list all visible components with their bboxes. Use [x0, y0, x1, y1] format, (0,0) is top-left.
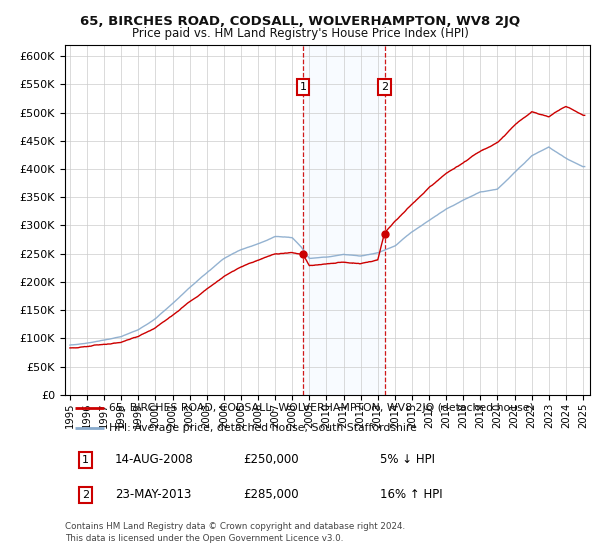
Text: £250,000: £250,000	[244, 454, 299, 466]
Text: 1: 1	[299, 82, 307, 92]
Text: £285,000: £285,000	[244, 488, 299, 501]
Text: 2: 2	[82, 490, 89, 500]
Text: Price paid vs. HM Land Registry's House Price Index (HPI): Price paid vs. HM Land Registry's House …	[131, 27, 469, 40]
Text: 1: 1	[82, 455, 89, 465]
Text: 23-MAY-2013: 23-MAY-2013	[115, 488, 191, 501]
Text: 65, BIRCHES ROAD, CODSALL, WOLVERHAMPTON, WV8 2JQ (detached house): 65, BIRCHES ROAD, CODSALL, WOLVERHAMPTON…	[109, 404, 534, 413]
Text: 16% ↑ HPI: 16% ↑ HPI	[380, 488, 442, 501]
Text: 2: 2	[381, 82, 388, 92]
Text: 65, BIRCHES ROAD, CODSALL, WOLVERHAMPTON, WV8 2JQ: 65, BIRCHES ROAD, CODSALL, WOLVERHAMPTON…	[80, 15, 520, 27]
Text: 14-AUG-2008: 14-AUG-2008	[115, 454, 193, 466]
Bar	[303, 45, 385, 395]
Text: 5% ↓ HPI: 5% ↓ HPI	[380, 454, 435, 466]
Text: HPI: Average price, detached house, South Staffordshire: HPI: Average price, detached house, Sout…	[109, 423, 418, 433]
Text: Contains HM Land Registry data © Crown copyright and database right 2024.
This d: Contains HM Land Registry data © Crown c…	[65, 522, 405, 543]
